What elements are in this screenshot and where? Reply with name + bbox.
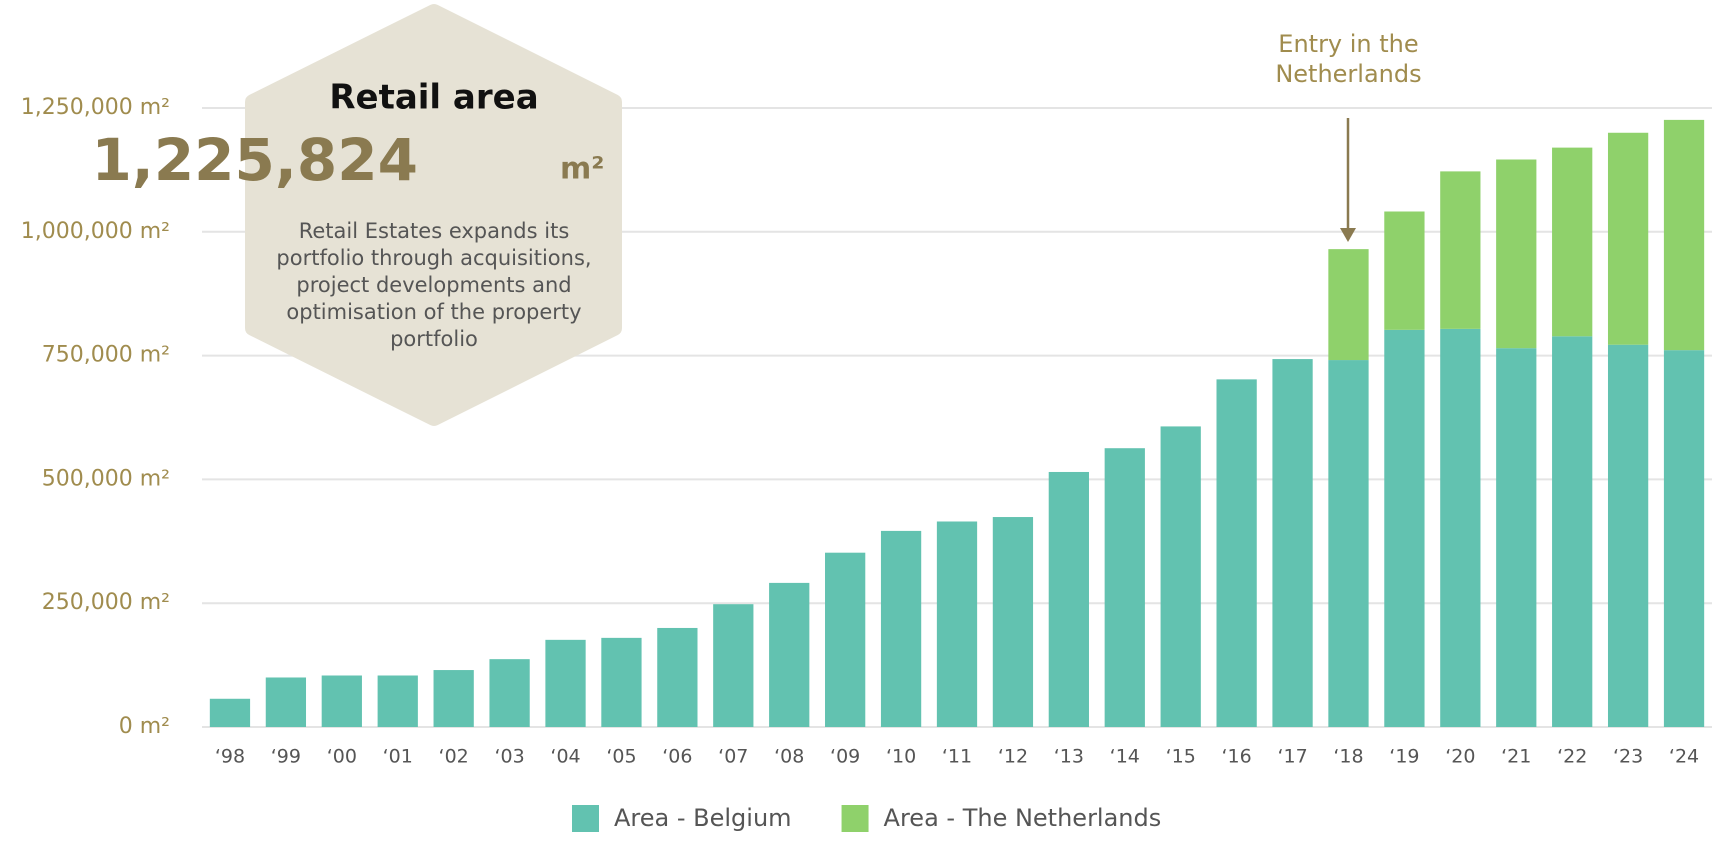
- x-tick-label: ‘18: [1333, 746, 1363, 768]
- bar: [1384, 211, 1425, 330]
- x-tick-label: ‘14: [1110, 746, 1140, 768]
- bar: [713, 604, 754, 727]
- x-tick-label: ‘02: [439, 746, 469, 768]
- x-tick-label: ‘20: [1445, 746, 1475, 768]
- x-tick-label: ‘11: [942, 746, 972, 768]
- x-tick-label: ‘01: [383, 746, 413, 768]
- x-tick-label: ‘06: [662, 746, 692, 768]
- bar: [1104, 448, 1145, 727]
- bar: [209, 698, 251, 727]
- y-tick-label: 500,000 m²: [42, 466, 170, 491]
- callout-value: 1,225,824: [91, 126, 418, 194]
- x-tick-label: ‘99: [271, 746, 301, 768]
- x-tick-label: ‘10: [886, 746, 916, 768]
- bar: [1496, 348, 1537, 727]
- x-tick-label: ‘22: [1557, 746, 1587, 768]
- x-tick-label: ‘98: [215, 746, 245, 768]
- legend-swatch: [572, 805, 599, 832]
- y-tick-label: 1,250,000 m²: [21, 95, 170, 120]
- callout-text: optimisation of the property: [286, 300, 581, 324]
- x-tick-label: ‘19: [1389, 746, 1419, 768]
- bar: [880, 530, 922, 727]
- x-tick-label: ‘21: [1501, 746, 1531, 768]
- legend-swatch: [841, 805, 869, 832]
- x-tick-label: ‘16: [1222, 746, 1252, 768]
- bar: [1160, 426, 1201, 727]
- bar: [1272, 359, 1313, 727]
- bar: [545, 639, 586, 727]
- annotation: Entry in the: [1278, 30, 1418, 58]
- legend-label: Area - The Netherlands: [884, 804, 1162, 832]
- y-tick-label: 0 m²: [119, 714, 170, 739]
- bar: [601, 637, 642, 727]
- callout-text: Retail Estates expands its: [299, 219, 570, 243]
- bar: [1552, 336, 1593, 727]
- bar: [1663, 350, 1705, 727]
- callout-title: Retail area: [329, 78, 538, 118]
- bar: [265, 677, 307, 727]
- y-tick-label: 250,000 m²: [42, 590, 170, 615]
- x-tick-label: ‘07: [718, 746, 748, 768]
- bar: [377, 675, 418, 727]
- callout-unit: m²: [560, 152, 604, 187]
- callout-text: portfolio through acquisitions,: [276, 246, 591, 270]
- bar: [489, 659, 530, 727]
- legend-label: Area - Belgium: [614, 804, 792, 832]
- callout-hexagon: [245, 4, 622, 426]
- bar: [1384, 329, 1425, 727]
- y-tick-label: 750,000 m²: [42, 343, 170, 368]
- bar: [321, 675, 362, 727]
- callout-text: project developments and: [296, 273, 571, 297]
- annotation-arrowhead: [1340, 228, 1356, 242]
- bar: [1496, 159, 1537, 349]
- bar: [1440, 171, 1481, 329]
- x-tick-label: ‘05: [606, 746, 636, 768]
- bar: [657, 627, 698, 727]
- bar: [1048, 471, 1089, 727]
- x-tick-label: ‘09: [830, 746, 860, 768]
- annotation: Netherlands: [1275, 60, 1421, 88]
- x-tick-label: ‘12: [998, 746, 1028, 768]
- bar: [1552, 147, 1593, 337]
- bar: [936, 521, 978, 727]
- bar: [1328, 249, 1369, 361]
- bar: [1440, 328, 1481, 727]
- x-tick-label: ‘24: [1669, 746, 1699, 768]
- x-tick-label: ‘13: [1054, 746, 1084, 768]
- x-tick-label: ‘17: [1277, 746, 1307, 768]
- x-tick-label: ‘00: [327, 746, 357, 768]
- x-tick-label: ‘15: [1166, 746, 1196, 768]
- bar: [825, 552, 866, 727]
- callout-text: portfolio: [390, 327, 478, 351]
- bar: [1216, 379, 1257, 727]
- bar: [992, 517, 1034, 727]
- x-tick-label: ‘08: [774, 746, 804, 768]
- bar: [1663, 119, 1705, 351]
- bar: [1607, 344, 1649, 727]
- x-tick-label: ‘04: [550, 746, 580, 768]
- bar: [769, 582, 810, 727]
- bar: [433, 670, 474, 727]
- x-tick-label: ‘03: [494, 746, 524, 768]
- bar: [1328, 360, 1369, 727]
- x-tick-label: ‘23: [1613, 746, 1643, 768]
- y-tick-label: 1,000,000 m²: [21, 219, 170, 244]
- bar: [1607, 132, 1649, 345]
